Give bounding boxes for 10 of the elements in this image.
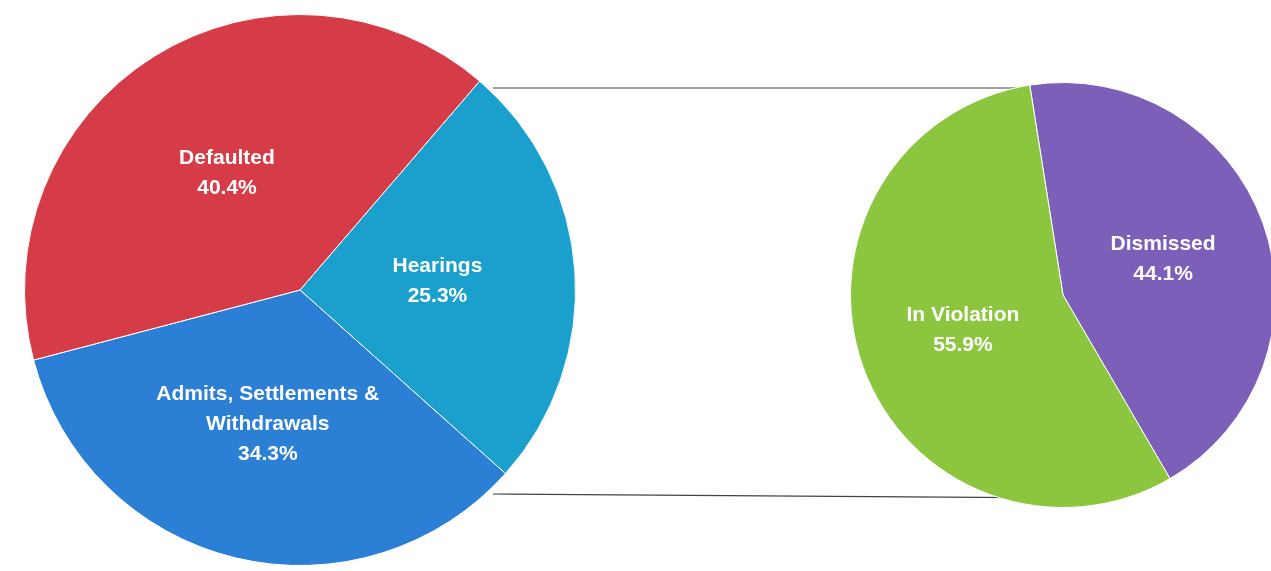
data-label: 25.3% <box>407 282 468 306</box>
slice-label: In Violation <box>906 302 1020 326</box>
data-label: 55.9% <box>933 332 994 356</box>
data-label: 44.1% <box>1133 261 1194 285</box>
slice-label: Hearings <box>392 252 483 276</box>
slice-label: Defaulted <box>179 145 275 168</box>
slice-label: Dismissed <box>1110 231 1216 255</box>
data-label: 34.3% <box>238 440 298 464</box>
data-label: 40.4% <box>197 175 258 198</box>
slice-label: Admits, Settlements & Withdrawals <box>156 380 380 434</box>
